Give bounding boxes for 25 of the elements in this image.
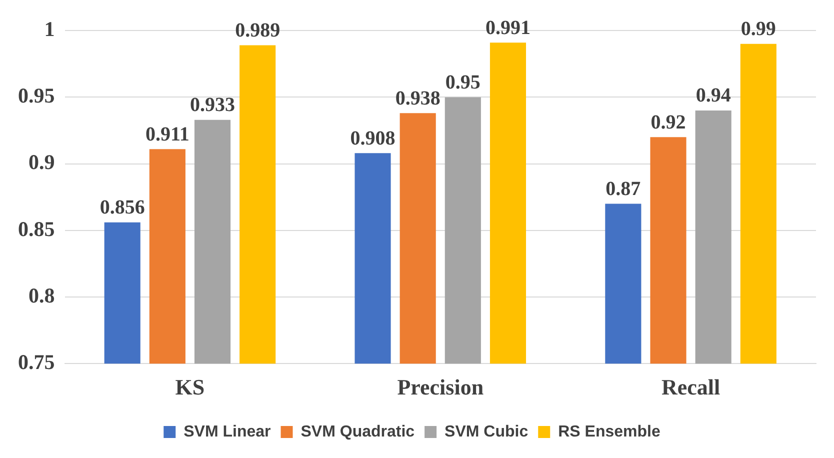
data-label: 0.94 [696,84,731,107]
legend-label: SVM Quadratic [300,423,415,440]
data-label: 0.87 [606,178,641,200]
legend-label: SVM Linear [184,423,271,440]
data-label: 0.99 [740,18,776,40]
y-tick-label: 0.9 [28,150,55,174]
data-label: 0.92 [650,111,686,134]
data-label: 0.991 [485,16,530,39]
y-tick-label: 0.85 [18,216,55,241]
data-label: 0.989 [235,19,280,42]
y-tick-label: 0.8 [28,283,55,308]
y-tick-label: 0.75 [18,350,55,374]
data-label: 0.856 [100,196,145,219]
data-label: 0.911 [145,123,190,146]
data-label: 0.933 [190,94,235,116]
legend-label: SVM Cubic [444,423,528,440]
data-label: 0.908 [350,127,396,150]
data-label: 0.95 [445,71,480,94]
legend-label: RS Ensemble [558,423,660,440]
x-tick-label: Recall [661,374,720,400]
data-label: 0.938 [395,87,440,110]
x-tick-label: Precision [397,374,484,400]
y-tick-label: 1 [44,17,55,42]
y-tick-label: 0.95 [18,84,55,108]
x-tick-label: KS [175,374,205,400]
